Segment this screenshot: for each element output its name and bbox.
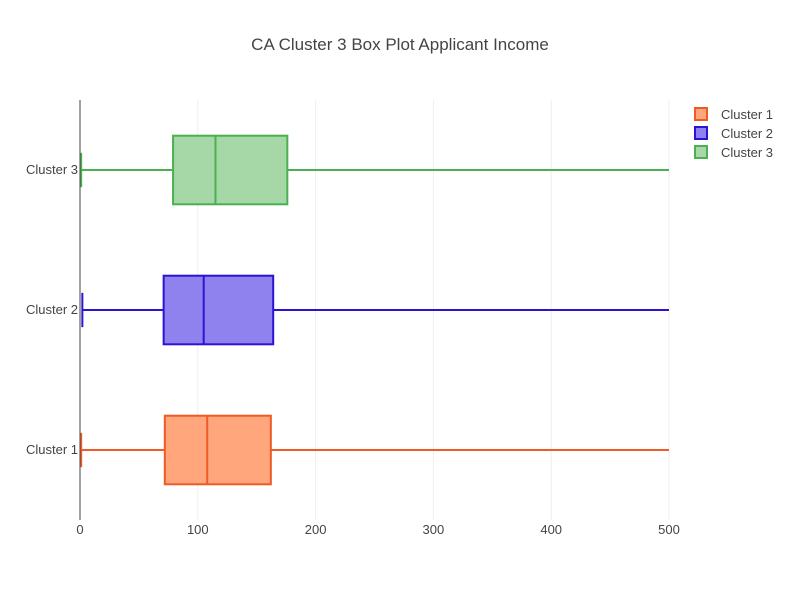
legend-label: Cluster 2 xyxy=(721,126,773,141)
box-2 xyxy=(81,274,669,346)
x-tick-label: 200 xyxy=(305,522,327,537)
box-3 xyxy=(80,134,669,206)
chart-title: CA Cluster 3 Box Plot Applicant Income xyxy=(251,35,549,54)
box-1 xyxy=(80,414,669,486)
x-tick-label: 400 xyxy=(540,522,562,537)
legend-swatch xyxy=(694,145,708,159)
x-tick-label: 0 xyxy=(76,522,83,537)
legend[interactable]: Cluster 1 Cluster 2 Cluster 3 xyxy=(694,107,773,160)
x-tick-label: 500 xyxy=(658,522,680,537)
axes: 0 100 200 300 400 500 Cluster 1 Cluster 2 Cluste… xyxy=(26,100,680,537)
legend-swatch xyxy=(694,126,708,140)
legend-swatch xyxy=(694,107,708,121)
legend-label: Cluster 3 xyxy=(721,145,773,160)
iqr-box xyxy=(162,274,275,346)
boxes xyxy=(80,134,669,486)
legend-item-3[interactable]: Cluster 3 xyxy=(694,145,773,160)
legend-label: Cluster 1 xyxy=(721,107,773,122)
y-tick-label: Cluster 1 xyxy=(26,442,78,457)
iqr-box xyxy=(163,414,272,486)
y-tick-label: Cluster 3 xyxy=(26,162,78,177)
legend-item-1[interactable]: Cluster 1 xyxy=(694,107,773,122)
y-tick-label: Cluster 2 xyxy=(26,302,78,317)
x-tick-label: 100 xyxy=(187,522,209,537)
iqr-box xyxy=(172,134,289,206)
legend-item-2[interactable]: Cluster 2 xyxy=(694,126,773,141)
x-tick-label: 300 xyxy=(423,522,445,537)
